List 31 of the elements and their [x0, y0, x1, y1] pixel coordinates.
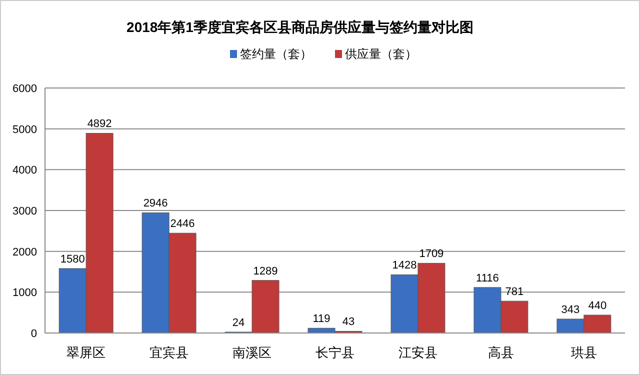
data-label: 1289: [253, 265, 278, 278]
data-label: 24: [232, 317, 245, 330]
data-label: 781: [505, 286, 524, 298]
x-tick-label: 宜宾县: [150, 345, 189, 360]
data-label: 1428: [392, 260, 417, 272]
data-label: 1580: [60, 253, 85, 266]
x-tick-label: 南溪区: [232, 345, 272, 360]
data-label: 343: [561, 304, 580, 316]
data-label: 43: [342, 316, 355, 328]
y-tick-label: 5000: [12, 124, 37, 136]
data-label: 440: [588, 300, 607, 312]
x-tick-label: 翠屏区: [66, 345, 106, 360]
y-tick-label: 3000: [12, 206, 37, 218]
legend-label: 签约量（套）: [240, 47, 312, 61]
data-label: 2446: [170, 218, 195, 230]
chart-title: 2018年第1季度宜宾各区县商品房供应量与签约量对比图: [126, 19, 474, 35]
data-label: 1709: [419, 248, 444, 260]
x-tick-label: 高县: [488, 345, 514, 360]
x-tick-label: 珙县: [570, 345, 597, 360]
y-tick-label: 6000: [12, 83, 37, 95]
legend-label: 供应量（套）: [345, 47, 417, 61]
y-tick-label: 2000: [12, 246, 37, 258]
y-tick-label: 4000: [12, 164, 37, 177]
data-label: 4892: [87, 118, 112, 130]
x-tick-label: 长宁县: [316, 345, 354, 360]
data-label: 2946: [143, 198, 168, 210]
data-label: 1116: [476, 272, 499, 284]
data-label: 119: [312, 313, 330, 326]
y-tick-label: 1000: [12, 287, 37, 300]
x-tick-label: 江安县: [398, 345, 438, 360]
y-tick-label: 0: [30, 328, 37, 340]
